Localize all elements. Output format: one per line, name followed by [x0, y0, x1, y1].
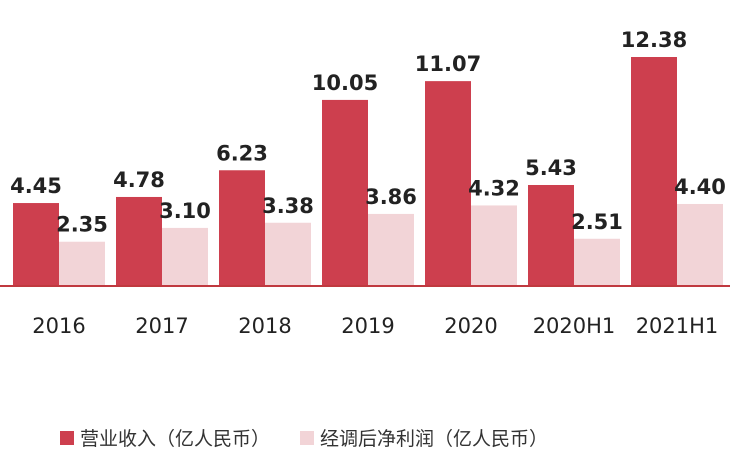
bar-net-profit-2017 — [162, 227, 208, 285]
legend-swatch-net-profit — [300, 430, 315, 445]
bar-net-profit-2021h1 — [677, 203, 723, 285]
value-label-revenue-2019: 10.05 — [312, 71, 378, 95]
legend-item-revenue: 营业收入（亿人民币） — [60, 424, 270, 451]
bar-net-profit-2016 — [59, 241, 105, 285]
bar-revenue-2017 — [116, 196, 162, 285]
legend-label-revenue: 营业收入（亿人民币） — [80, 428, 271, 450]
value-label-revenue-2017: 4.78 — [113, 168, 165, 192]
bar-net-profit-2018 — [265, 222, 311, 285]
x-tick-2021h1: 2021H1 — [636, 314, 719, 338]
value-label-revenue-2020h1: 5.43 — [525, 156, 577, 180]
value-label-net-profit-2020: 4.32 — [468, 176, 520, 200]
value-label-revenue-2018: 6.23 — [216, 141, 268, 165]
value-label-net-profit-2018: 3.38 — [262, 194, 314, 218]
value-label-revenue-2020: 11.07 — [415, 52, 481, 76]
value-label-net-profit-2017: 3.10 — [159, 199, 211, 223]
bar-revenue-2020h1 — [528, 184, 574, 285]
bar-net-profit-2020h1 — [574, 238, 620, 285]
legend-item-net-profit: 经调后净利润（亿人民币） — [300, 424, 548, 451]
bar-revenue-2018 — [219, 170, 265, 285]
x-tick-2016: 2016 — [32, 314, 85, 338]
bar-revenue-2020 — [425, 81, 471, 285]
bar-net-profit-2020 — [471, 205, 517, 285]
value-label-net-profit-2019: 3.86 — [365, 185, 417, 209]
x-tick-2018: 2018 — [238, 314, 291, 338]
bar-net-profit-2019 — [368, 213, 414, 285]
value-label-revenue-2016: 4.45 — [10, 174, 62, 198]
bar-chart: 4.45 2.354.78 3.10 6.23 3.38 10.05 3.86 11.07 4.… — [0, 28, 730, 338]
legend-swatch-revenue — [60, 430, 74, 445]
x-tick-2020h1: 2020H1 — [533, 314, 616, 338]
legend: 营业收入（亿人民币） 经调后净利润（亿人民币） — [60, 424, 578, 451]
x-tick-2020: 2020 — [444, 314, 497, 338]
bar-revenue-2016 — [13, 203, 59, 285]
value-labels-layer: 4.45 2.354.78 3.10 6.23 3.38 10.05 3.86 11.07 4.… — [10, 28, 726, 237]
bar-revenue-2019 — [322, 99, 368, 285]
x-axis-ticks: 2016 2017 2018 2019 2020 2020H1 2021H1 — [32, 314, 718, 338]
value-label-net-profit-2020h1: 2.51 — [571, 210, 623, 234]
legend-label-net-profit: 经调后净利润（亿人民币） — [320, 428, 549, 450]
value-label-net-profit-2016: 2.35 — [56, 213, 108, 237]
x-tick-2017: 2017 — [135, 314, 188, 338]
bars-layer — [13, 57, 723, 285]
value-label-net-profit-2021h1: 4.40 — [674, 175, 726, 199]
value-label-revenue-2021h1: 12.38 — [621, 28, 687, 52]
bar-revenue-2021h1 — [631, 57, 677, 285]
x-tick-2019: 2019 — [341, 314, 394, 338]
